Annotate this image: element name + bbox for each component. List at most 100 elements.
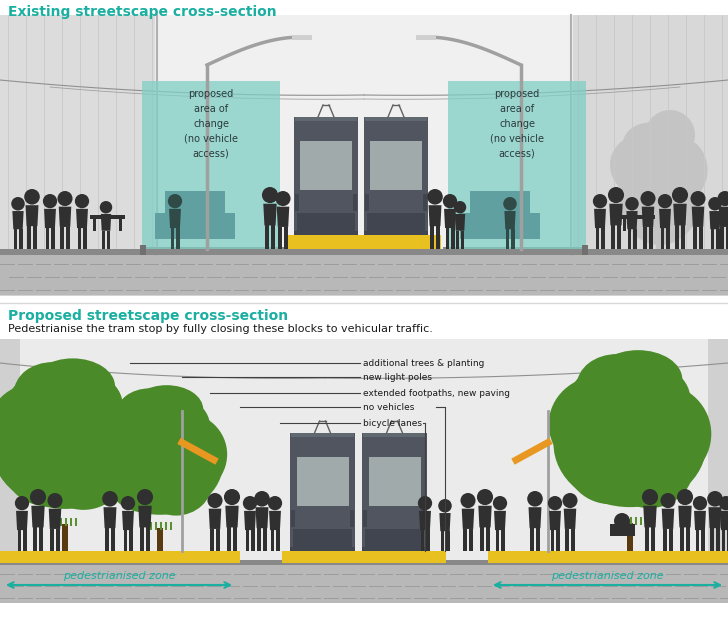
Bar: [511, 229, 515, 249]
Circle shape: [137, 489, 153, 505]
Ellipse shape: [577, 354, 657, 417]
Bar: [271, 530, 274, 551]
Bar: [430, 226, 435, 249]
Bar: [155, 213, 235, 239]
Bar: [210, 529, 214, 551]
Bar: [0, 563, 728, 603]
Polygon shape: [642, 206, 654, 227]
Bar: [0, 560, 728, 565]
Bar: [56, 529, 60, 551]
Bar: [623, 219, 626, 231]
Bar: [70, 518, 72, 526]
Bar: [627, 523, 633, 551]
Bar: [78, 228, 82, 249]
Bar: [501, 530, 505, 551]
Ellipse shape: [14, 362, 91, 422]
Polygon shape: [256, 507, 269, 528]
Bar: [440, 531, 444, 551]
Bar: [124, 530, 127, 551]
Bar: [90, 215, 125, 219]
Circle shape: [641, 191, 655, 206]
Bar: [675, 225, 679, 249]
Bar: [155, 522, 157, 530]
Bar: [233, 527, 237, 551]
Bar: [251, 530, 255, 551]
Bar: [290, 433, 355, 551]
Text: pedestrianised zone: pedestrianised zone: [550, 571, 663, 581]
Bar: [0, 15, 155, 255]
Bar: [550, 530, 555, 551]
Bar: [0, 15, 728, 295]
Circle shape: [100, 201, 112, 213]
Text: new light poles: new light poles: [363, 372, 432, 382]
Circle shape: [121, 496, 135, 510]
Ellipse shape: [0, 383, 87, 476]
Circle shape: [168, 194, 182, 208]
Bar: [436, 226, 440, 249]
Bar: [155, 15, 573, 255]
Ellipse shape: [610, 135, 670, 195]
Circle shape: [503, 197, 517, 211]
Bar: [620, 215, 655, 219]
Polygon shape: [209, 509, 221, 529]
Polygon shape: [529, 507, 542, 528]
Circle shape: [224, 489, 240, 505]
Bar: [469, 529, 473, 551]
Bar: [530, 528, 534, 551]
Bar: [176, 228, 180, 249]
Bar: [611, 225, 615, 249]
Bar: [0, 551, 240, 563]
Ellipse shape: [139, 448, 213, 516]
Ellipse shape: [110, 392, 210, 459]
Bar: [365, 529, 424, 547]
Bar: [656, 205, 664, 255]
Bar: [461, 231, 464, 249]
Bar: [23, 530, 27, 551]
Polygon shape: [659, 209, 671, 228]
Bar: [368, 456, 421, 506]
Bar: [297, 213, 355, 231]
Bar: [165, 191, 226, 213]
Ellipse shape: [7, 366, 123, 444]
Bar: [111, 528, 115, 551]
Circle shape: [24, 189, 40, 204]
Polygon shape: [264, 204, 277, 225]
Circle shape: [207, 493, 223, 508]
Bar: [170, 228, 175, 249]
Polygon shape: [692, 206, 704, 227]
Polygon shape: [609, 204, 622, 225]
Bar: [635, 517, 637, 525]
Bar: [107, 231, 110, 249]
Polygon shape: [244, 511, 256, 530]
Bar: [170, 522, 172, 530]
Polygon shape: [12, 211, 23, 229]
Bar: [227, 527, 232, 551]
Bar: [51, 228, 55, 249]
Ellipse shape: [620, 155, 700, 245]
Bar: [693, 227, 697, 249]
Bar: [60, 518, 62, 526]
Polygon shape: [269, 511, 281, 530]
Bar: [146, 527, 151, 551]
Bar: [416, 35, 436, 40]
Bar: [257, 528, 261, 551]
Bar: [39, 527, 44, 551]
Circle shape: [719, 496, 728, 510]
Circle shape: [693, 496, 707, 510]
Bar: [423, 194, 427, 211]
Circle shape: [563, 493, 577, 508]
Ellipse shape: [116, 389, 183, 440]
Polygon shape: [563, 509, 577, 529]
Bar: [363, 433, 426, 437]
Bar: [293, 529, 352, 547]
Circle shape: [677, 489, 693, 505]
Bar: [633, 229, 636, 249]
Bar: [596, 228, 599, 249]
Bar: [0, 253, 728, 295]
Bar: [295, 194, 299, 211]
Bar: [617, 225, 622, 249]
Circle shape: [102, 491, 118, 506]
Polygon shape: [49, 509, 61, 529]
Polygon shape: [462, 509, 474, 529]
Bar: [284, 227, 288, 249]
